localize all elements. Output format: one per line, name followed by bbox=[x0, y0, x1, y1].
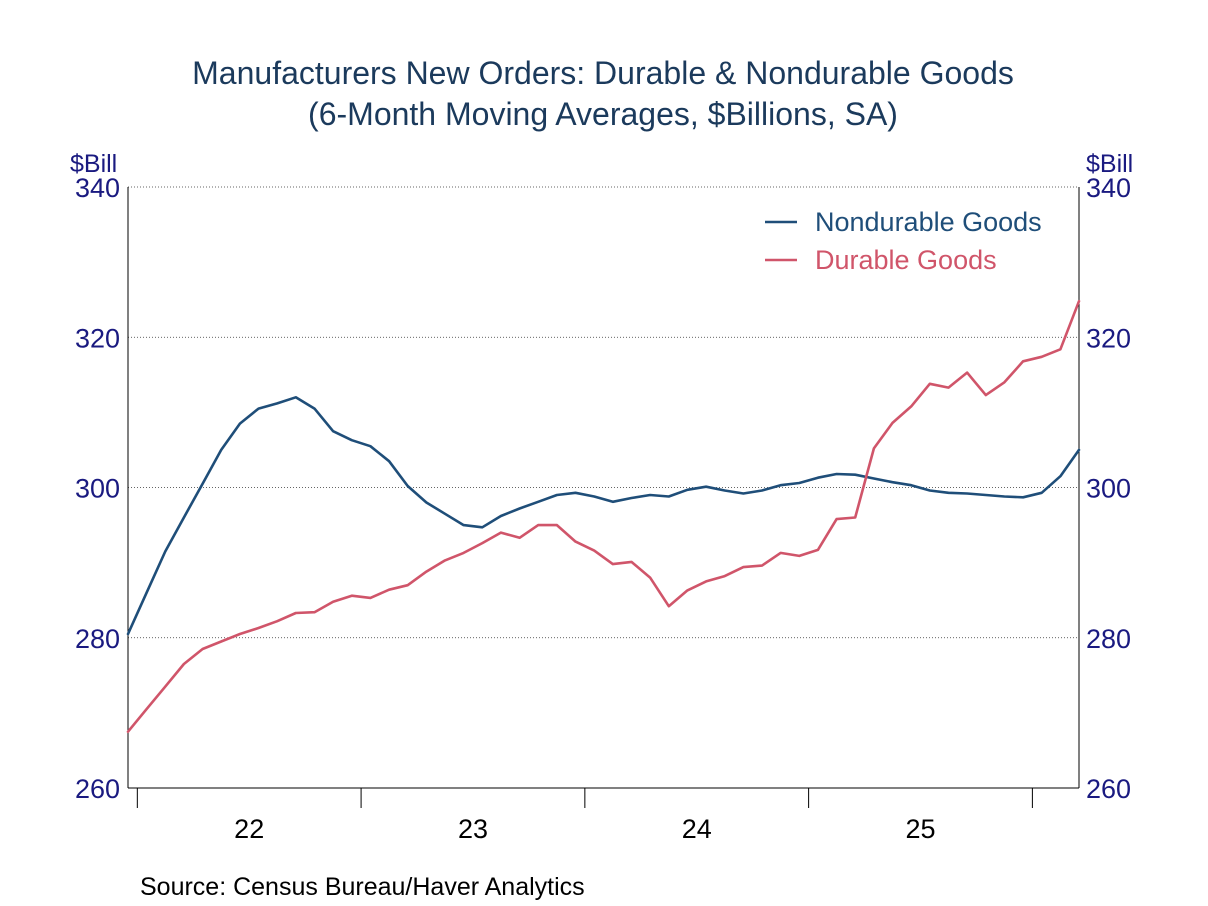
y-tick-label-right: 300 bbox=[1086, 474, 1131, 504]
y-tick-label-right: 280 bbox=[1086, 624, 1131, 654]
y-tick-label-left: 260 bbox=[75, 774, 120, 804]
series-layer bbox=[126, 299, 1081, 733]
x-tick-label: 24 bbox=[682, 814, 712, 844]
series-line-durable-goods bbox=[126, 299, 1081, 733]
series-line-nondurable-goods bbox=[126, 396, 1081, 636]
x-axis-ticks: 22 23 24 25 bbox=[136, 788, 1033, 844]
x-tick-label: 23 bbox=[458, 814, 488, 844]
x-tick-label: 25 bbox=[905, 814, 935, 844]
legend-label-durable: Durable Goods bbox=[815, 245, 997, 275]
legend-label-nondurable: Nondurable Goods bbox=[815, 207, 1042, 237]
y-tick-label-right: 340 bbox=[1086, 173, 1131, 203]
y-tick-label-left: 280 bbox=[75, 624, 120, 654]
y-tick-label-left: 320 bbox=[75, 323, 120, 353]
y-axis-right-unit: $Bill bbox=[1086, 150, 1133, 178]
chart-subtitle: (6-Month Moving Averages, $Billions, SA) bbox=[308, 96, 898, 132]
legend: Nondurable Goods Durable Goods bbox=[765, 207, 1042, 275]
y-tick-label-right: 320 bbox=[1086, 323, 1131, 353]
y-tick-label-left: 300 bbox=[75, 474, 120, 504]
y-tick-label-right: 260 bbox=[1086, 774, 1131, 804]
source-note: Source: Census Bureau/Haver Analytics bbox=[140, 873, 585, 901]
chart-title: Manufacturers New Orders: Durable & Nond… bbox=[192, 55, 1014, 91]
y-axis-right-ticks: 260 280 300 320 340 bbox=[1086, 173, 1131, 804]
x-tick-label: 22 bbox=[234, 814, 264, 844]
y-axis-left-unit: $Bill bbox=[70, 150, 117, 178]
y-axis-left-ticks: 260 280 300 320 340 bbox=[75, 173, 120, 804]
y-tick-label-left: 340 bbox=[75, 173, 120, 203]
